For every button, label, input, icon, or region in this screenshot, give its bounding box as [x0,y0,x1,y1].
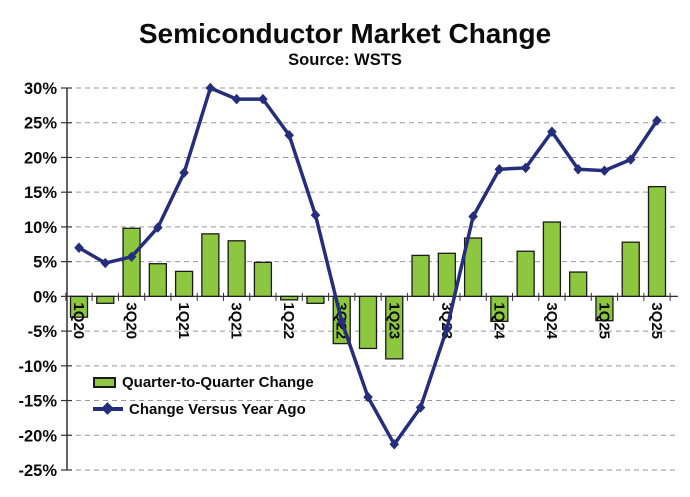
bar [595,295,614,322]
diamond-marker [336,316,347,327]
diamond-marker [231,93,242,105]
diamond-marker [652,115,662,126]
diamond-marker [468,211,478,222]
y-axis-label: 15% [24,184,57,202]
y-axis-label: 30% [24,80,57,98]
legend-item-change-versus-year-ago: Change Versus Year Ago [93,399,314,419]
bar [174,270,194,298]
x-axis-label: 3Q21 [228,302,245,339]
diamond-marker [573,164,583,175]
diamond-marker [153,222,163,233]
diamond-marker [100,257,111,269]
legend-label-change-versus-year-ago: Change Versus Year Ago [129,400,306,418]
diamond-marker [415,402,426,413]
bar [280,295,299,301]
diamond-marker [599,165,610,176]
x-axis-label: 3Q25 [648,302,665,339]
bar [227,240,246,298]
diamond-marker [494,164,505,175]
y-axis-label: 0% [33,288,57,306]
y-axis-label: 20% [24,149,57,167]
x-axis-label: 1Q23 [385,302,402,339]
bar [647,185,667,298]
x-axis-label: 1Q21 [175,302,192,339]
diamond-marker [363,391,373,403]
diamond-marker [258,93,268,105]
y-axis-label: 25% [24,115,57,133]
bar [122,227,141,298]
diamond-marker [205,82,216,94]
bar [69,295,89,318]
bar [385,295,404,360]
bar [516,250,535,298]
y-axis-label: -15% [18,393,57,411]
y-axis-label: -5% [28,323,58,341]
legend-bar-swatch-icon [93,376,116,388]
x-axis-label: 1Q25 [595,302,612,339]
bar [542,221,562,298]
diamond-marker [442,323,452,335]
legend-diamond-icon [101,402,114,415]
bar [253,261,273,298]
bar [306,295,325,304]
bar [463,237,483,298]
x-axis-label: 1Q20 [70,302,87,339]
chart-subtitle: Source: WSTS [288,51,402,69]
bar [490,295,509,323]
chart-title: Semiconductor Market Change [138,18,552,49]
diamond-marker [284,130,294,141]
bar [96,295,115,304]
bar [201,233,220,298]
y-axis-label: -20% [18,427,57,445]
diamond-marker [389,439,400,450]
bar [411,254,430,298]
diamond-marker [126,251,137,262]
diamond-marker [625,154,636,165]
x-axis-label: 1Q24 [490,302,507,339]
diamond-marker [179,167,189,178]
diamond-marker [74,242,84,253]
x-axis-label: 3Q20 [123,302,140,339]
bar [358,295,378,350]
x-axis-label: 1Q22 [280,302,297,339]
legend: Quarter-to-Quarter Change Change Versus … [93,372,314,419]
diamond-marker [520,162,531,174]
legend-label-quarter-to-quarter: Quarter-to-Quarter Change [122,373,314,391]
bar [621,241,640,298]
diamond-marker [547,126,557,137]
y-axis-label: -10% [18,358,57,376]
legend-item-quarter-to-quarter: Quarter-to-Quarter Change [93,372,314,392]
bar [569,271,588,298]
x-axis-label: 3Q24 [543,302,560,339]
bar [148,263,167,298]
y-axis-label: 10% [24,219,57,237]
y-axis-label: -25% [18,462,57,480]
y-axis-label: 5% [33,254,57,272]
diamond-marker [310,209,321,221]
bar [437,252,456,298]
legend-line-marker-icon [93,402,123,415]
